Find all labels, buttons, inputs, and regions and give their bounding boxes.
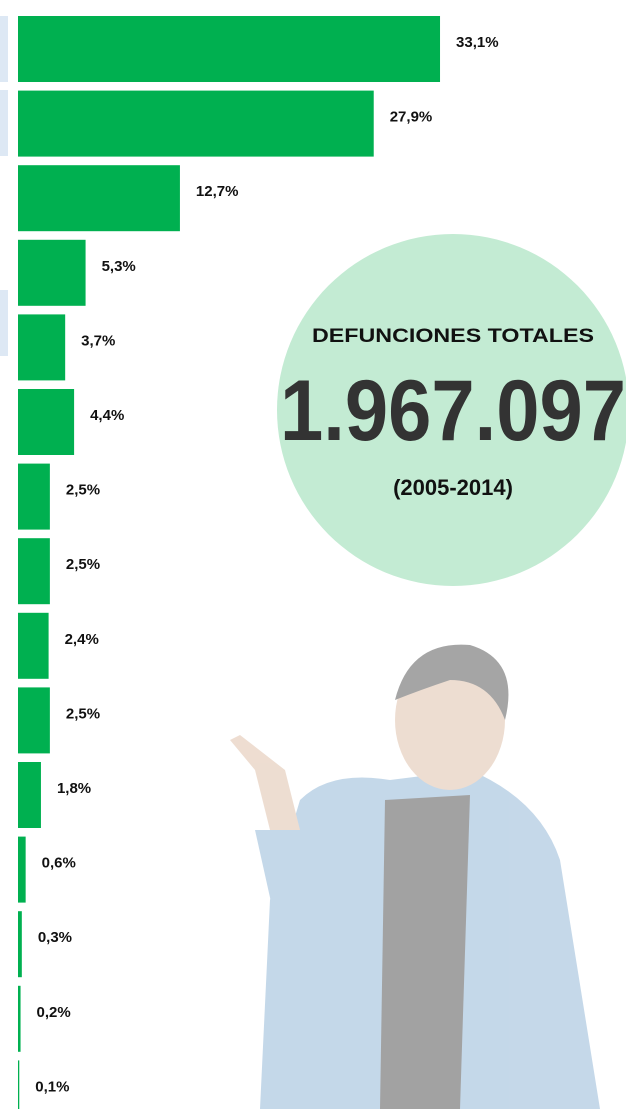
hand <box>230 735 300 830</box>
shirt <box>380 795 470 1109</box>
bar <box>18 389 75 455</box>
cropped-labels <box>0 16 8 356</box>
bar <box>18 239 86 306</box>
value-label: 0,1% <box>35 1078 69 1095</box>
bar <box>18 314 66 381</box>
callout-period: (2005-2014) <box>393 475 513 500</box>
callout-heading: DEFUNCIONES TOTALES <box>312 326 594 347</box>
bar <box>18 612 49 679</box>
sleeve <box>255 830 320 920</box>
value-label: 4,4% <box>90 407 124 424</box>
value-label: 2,5% <box>66 482 100 499</box>
callout-circle <box>277 234 626 586</box>
bar <box>18 836 26 903</box>
bar <box>18 911 22 978</box>
head <box>395 650 505 790</box>
label-strip <box>0 16 8 82</box>
bar <box>18 762 41 828</box>
callout: DEFUNCIONES TOTALES 1.967.097 (2005-2014… <box>277 234 626 586</box>
hair <box>395 644 509 720</box>
value-label: 1,8% <box>57 780 91 797</box>
value-label: 0,6% <box>42 855 76 872</box>
bar <box>18 16 441 82</box>
value-label: 3,7% <box>81 332 115 349</box>
value-label: 2,5% <box>66 556 100 573</box>
value-label: 33,1% <box>456 34 499 51</box>
bar <box>18 463 50 530</box>
bar <box>18 985 21 1052</box>
label-strip <box>0 290 8 356</box>
value-label: 27,9% <box>390 109 433 126</box>
value-label: 0,2% <box>37 1004 71 1021</box>
value-label: 12,7% <box>196 183 239 200</box>
value-label: 2,5% <box>66 705 100 722</box>
value-label: 0,3% <box>38 929 72 946</box>
value-label: 5,3% <box>102 258 136 275</box>
callout-total: 1.967.097 <box>280 363 626 459</box>
bar <box>18 687 50 754</box>
bar <box>18 90 374 157</box>
bars: 33,1% 27,9% 12,7% 5,3% 3,7% 4,4% 2,5% 2,5% 2,4% 2… <box>18 16 499 1109</box>
bar <box>18 165 180 232</box>
jacket <box>260 770 600 1109</box>
bar <box>18 1060 20 1109</box>
bar <box>18 538 50 605</box>
value-label: 2,4% <box>65 631 99 648</box>
person-illustration <box>230 644 600 1109</box>
label-strip <box>0 90 8 156</box>
